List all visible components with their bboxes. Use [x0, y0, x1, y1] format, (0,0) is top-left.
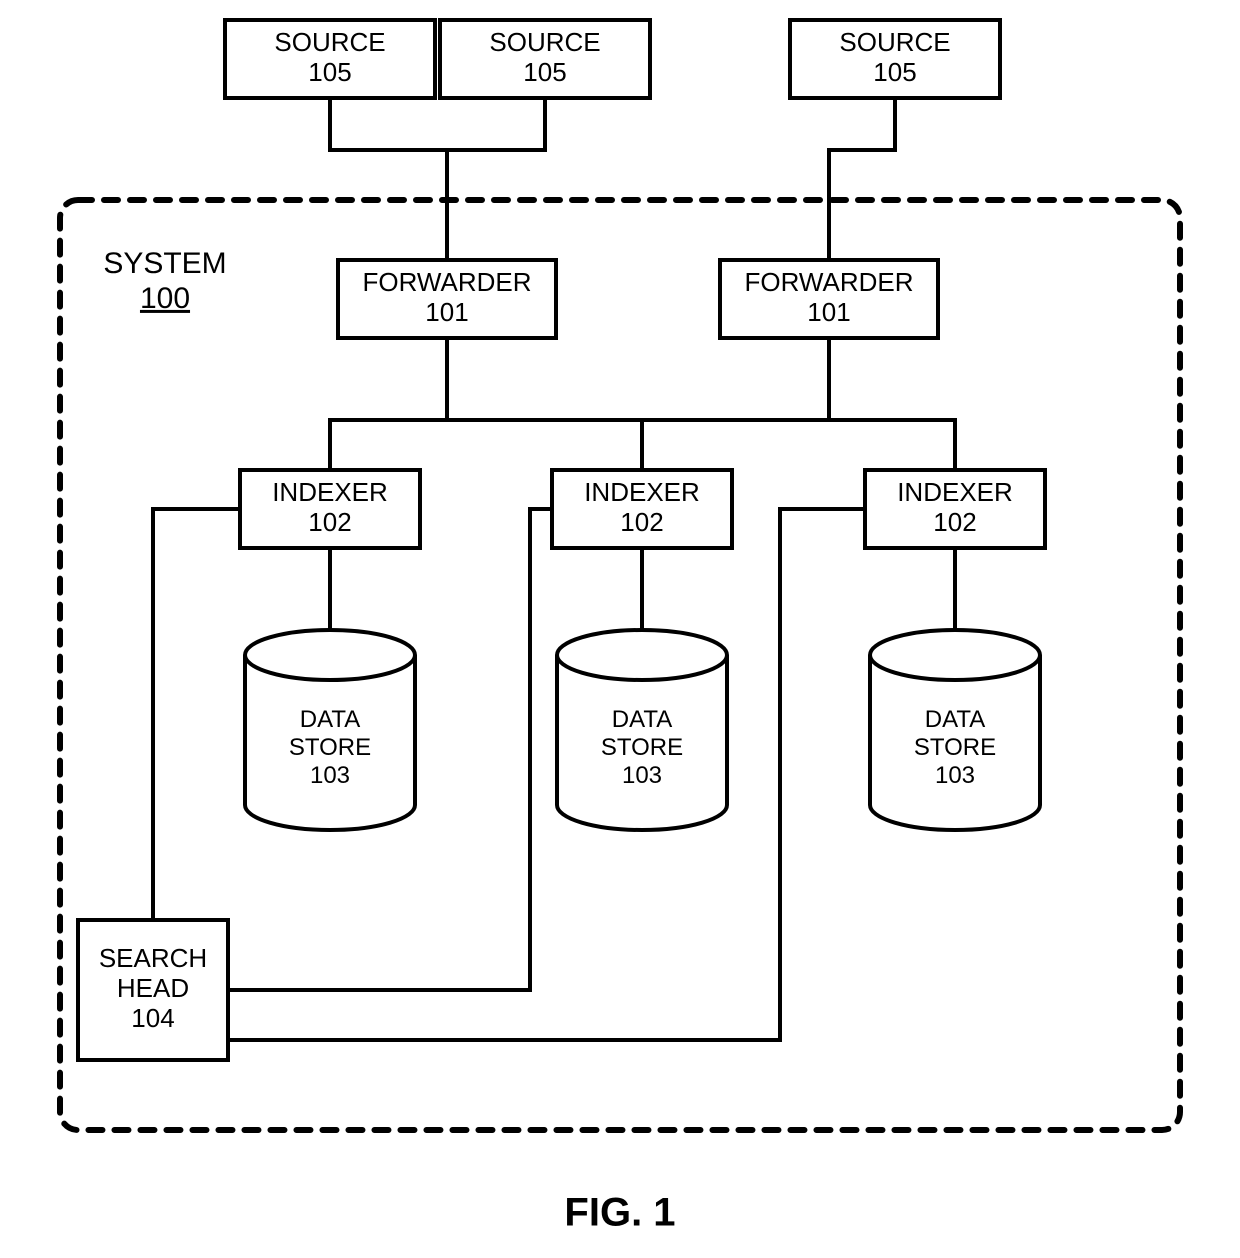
connector	[447, 98, 545, 150]
ds3-label: 103	[935, 762, 975, 789]
connector	[642, 420, 955, 470]
source1-label: 105	[308, 57, 351, 87]
ds3-label: DATA	[925, 706, 985, 733]
ds1-label: 103	[310, 762, 350, 789]
ds2-label: DATA	[612, 706, 672, 733]
searchhead-label: 104	[131, 1003, 174, 1033]
forwarder2-label: FORWARDER	[745, 267, 914, 297]
ds2-label: STORE	[601, 734, 683, 761]
ds2-label: 103	[622, 762, 662, 789]
searchhead-label: SEARCH	[99, 943, 207, 973]
forwarder2-label: 101	[807, 297, 850, 327]
connector	[829, 98, 895, 260]
ds3-label: STORE	[914, 734, 996, 761]
indexer1-label: 102	[308, 507, 351, 537]
connector	[330, 98, 447, 260]
ds1-label: DATA	[300, 706, 360, 733]
source2-label: SOURCE	[489, 27, 600, 57]
system-label-id: 100	[140, 282, 190, 315]
searchhead-label: HEAD	[117, 973, 189, 1003]
svg-text:SYSTEM: SYSTEM	[103, 247, 226, 280]
connector	[447, 420, 642, 470]
source3-label: SOURCE	[839, 27, 950, 57]
ds1-label: STORE	[289, 734, 371, 761]
forwarder1-label: FORWARDER	[363, 267, 532, 297]
connector	[153, 509, 240, 920]
indexer1-label: INDEXER	[272, 477, 388, 507]
source1-label: SOURCE	[274, 27, 385, 57]
source2-label: 105	[523, 57, 566, 87]
indexer3-label: INDEXER	[897, 477, 1013, 507]
figure-caption: FIG. 1	[564, 1191, 675, 1235]
forwarder1-label: 101	[425, 297, 468, 327]
connector	[330, 338, 447, 470]
indexer2-label: INDEXER	[584, 477, 700, 507]
source3-label: 105	[873, 57, 916, 87]
indexer3-label: 102	[933, 507, 976, 537]
indexer2-label: 102	[620, 507, 663, 537]
